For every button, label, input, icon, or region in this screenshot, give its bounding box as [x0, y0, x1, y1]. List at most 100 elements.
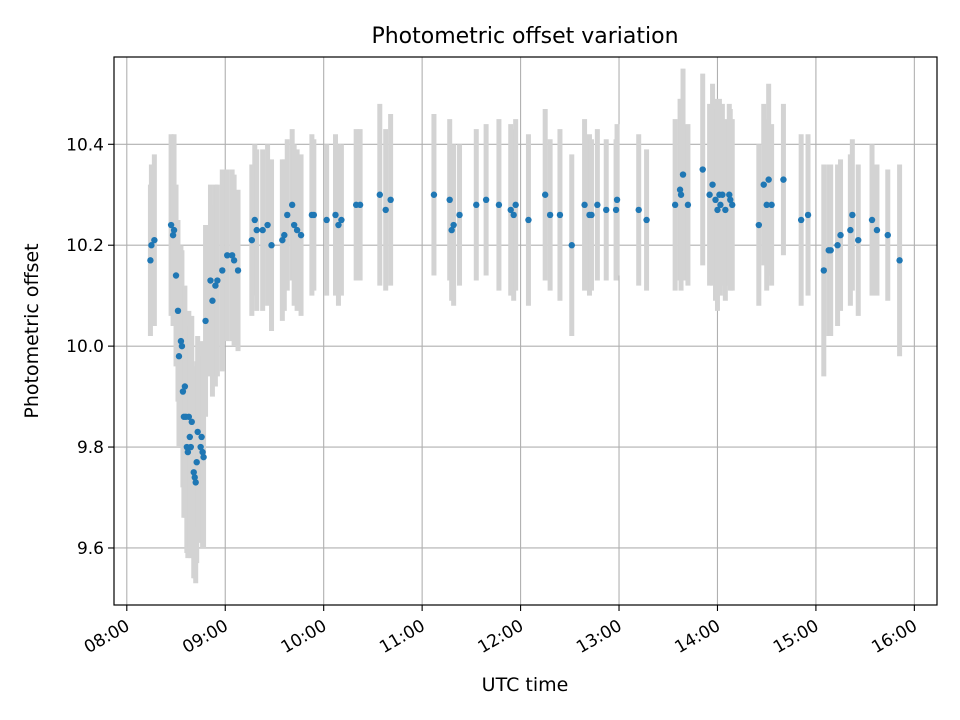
data-point [234, 267, 242, 274]
data-point [546, 211, 554, 219]
data-point [188, 418, 195, 426]
data-point [290, 221, 298, 229]
plot-frame [113, 56, 938, 606]
data-point [228, 252, 236, 259]
data-point [868, 216, 876, 224]
data-point [224, 252, 231, 259]
data-point [717, 201, 724, 209]
data-point [151, 236, 158, 244]
data-point [834, 242, 841, 249]
data-point [684, 201, 692, 209]
data-point [722, 206, 729, 214]
data-point [186, 433, 194, 441]
data-point [268, 242, 275, 249]
y-axis-ticks: 9.6 9.8 10.0 10.2 10.4 [66, 135, 114, 559]
data-point [170, 226, 178, 234]
data-point [671, 201, 679, 209]
data-point [251, 216, 258, 224]
data-point [279, 236, 286, 244]
data-point [198, 433, 205, 441]
data-point [556, 211, 564, 219]
data-point [175, 353, 183, 360]
data-point [284, 211, 291, 219]
data-point [473, 201, 480, 209]
data-point [827, 247, 834, 254]
data-point [884, 231, 891, 239]
data-point [714, 206, 721, 214]
data-point [197, 443, 204, 451]
data-point [172, 272, 180, 279]
data-point [482, 196, 490, 204]
data-point [177, 337, 185, 345]
x-axis-label: UTC time [482, 674, 569, 696]
data-point [855, 236, 862, 244]
data-point [446, 196, 453, 204]
data-point [512, 201, 519, 209]
data-point [613, 196, 621, 204]
data-point [699, 166, 706, 173]
data-point [259, 226, 266, 234]
data-point [780, 176, 787, 183]
data-point [310, 211, 318, 219]
data-point [765, 176, 772, 183]
data-point [768, 201, 775, 209]
data-point [896, 257, 903, 264]
data-point [184, 448, 192, 456]
data-point [212, 282, 219, 289]
data-point [297, 231, 305, 239]
grid [114, 57, 937, 605]
data-point [194, 428, 201, 436]
data-point [849, 211, 856, 219]
data-point [450, 221, 457, 229]
y-tick-label: 10.0 [66, 337, 104, 357]
data-point [147, 257, 154, 264]
data-point [679, 171, 687, 178]
data-point [706, 191, 713, 198]
y-tick-label: 9.8 [77, 438, 104, 458]
data-point [178, 342, 186, 350]
data-point [676, 186, 684, 193]
data-point [230, 257, 238, 264]
data-point [643, 216, 650, 224]
data-point [588, 211, 595, 219]
data-point [820, 267, 827, 274]
y-tick-label: 9.6 [77, 539, 104, 559]
data-point [568, 242, 575, 249]
data-point [837, 231, 844, 239]
data-point [712, 196, 719, 204]
data-point [191, 474, 198, 481]
data-points [147, 166, 903, 486]
data-point [847, 226, 854, 234]
data-point [430, 191, 438, 198]
data-point [719, 191, 726, 198]
data-point [726, 191, 733, 198]
data-point [219, 267, 226, 274]
data-point [804, 211, 812, 219]
data-point [448, 226, 455, 234]
data-point [288, 201, 296, 209]
data-point [763, 201, 770, 209]
data-point [729, 201, 736, 209]
data-point [185, 413, 193, 420]
data-point [456, 211, 463, 219]
data-point [202, 317, 209, 325]
data-point [677, 191, 685, 198]
data-point [281, 231, 288, 239]
data-point [253, 226, 260, 234]
data-point [209, 297, 216, 304]
data-point [207, 277, 214, 284]
data-point [338, 216, 345, 224]
data-point [382, 206, 389, 214]
data-point [356, 201, 364, 209]
data-point [495, 201, 503, 209]
data-point [167, 221, 175, 229]
data-point [581, 201, 588, 209]
data-point [594, 201, 601, 209]
data-point [709, 181, 716, 188]
data-point [727, 196, 734, 204]
data-point [376, 191, 384, 198]
data-point [335, 221, 342, 229]
data-point [635, 206, 642, 214]
data-point [797, 216, 805, 224]
